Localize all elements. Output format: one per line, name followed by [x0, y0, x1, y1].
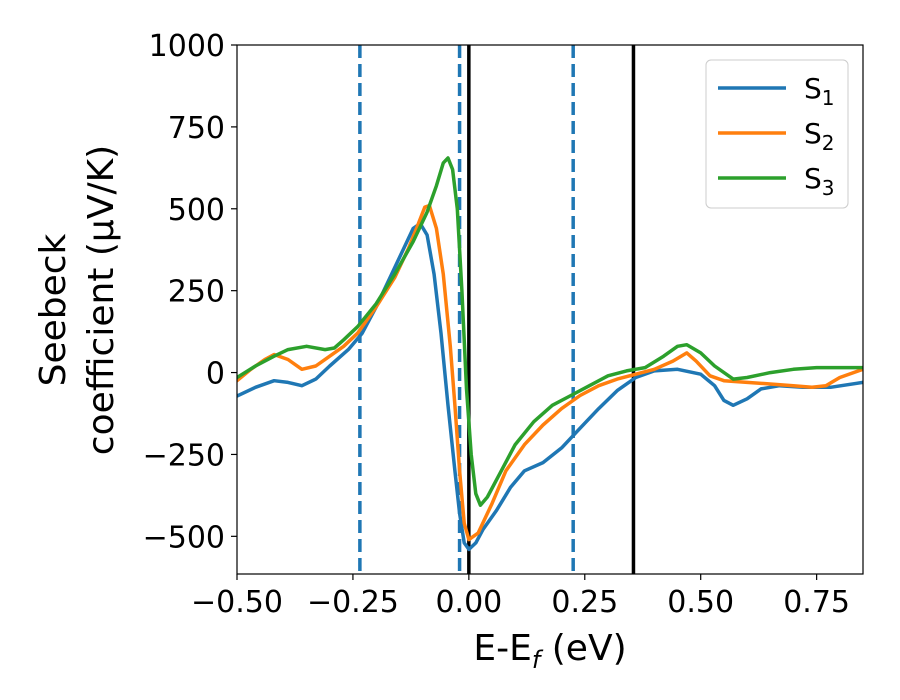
y-tick-label: 500 — [168, 193, 225, 228]
x-tick-label: −0.50 — [191, 585, 283, 620]
y-axis-label-line2: coefficient (μV/K) — [81, 145, 122, 455]
series-line-s2 — [237, 203, 863, 542]
y-tick-label: −500 — [143, 520, 225, 555]
plot-area — [237, 45, 863, 574]
plot-frame — [236, 44, 864, 575]
legend-label-s1: S1 — [804, 72, 835, 110]
y-tick-label: 1000 — [149, 29, 225, 64]
axes-ticks: −0.50 −0.25 0.00 0.25 0.50 0.75 1000 750 500 250 0… — [143, 29, 850, 620]
legend: S1 S2 S3 — [705, 59, 849, 209]
x-tick-label: 0.25 — [551, 585, 618, 620]
y-tick-label: −250 — [143, 438, 225, 473]
y-tick-label: 750 — [168, 111, 225, 146]
series-line-s1 — [237, 221, 863, 552]
x-axis-label: E-Ef (eV) — [473, 628, 626, 674]
x-tick-label: 0.00 — [435, 585, 502, 620]
x-tick-label: −0.25 — [307, 585, 399, 620]
legend-label-s2: S2 — [804, 117, 835, 155]
x-tick-label: 0.50 — [667, 585, 734, 620]
series-line-s3 — [237, 156, 863, 507]
axis-labels: E-Ef (eV) Seebeck coefficient (μV/K) — [33, 145, 627, 674]
x-tick-label: 0.75 — [783, 585, 850, 620]
y-axis-label-line1: Seebeck — [33, 233, 74, 386]
y-tick-label: 250 — [168, 275, 225, 310]
legend-label-s3: S3 — [804, 162, 835, 200]
y-tick-label: 0 — [206, 357, 225, 392]
